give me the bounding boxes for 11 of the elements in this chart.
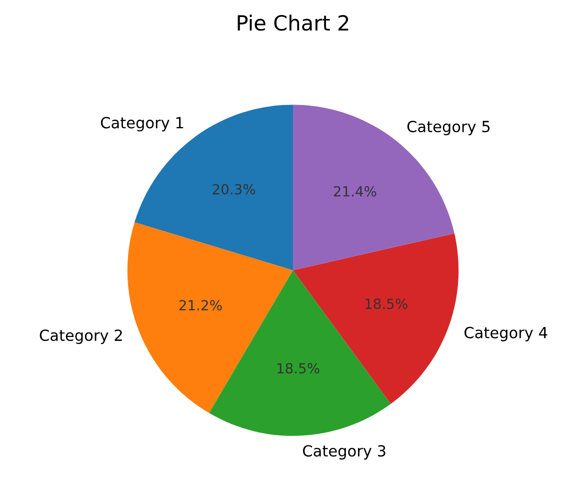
data-label: 18.5% [366,298,408,310]
slice-label: Category 3 [303,445,386,460]
slice-label: Category 2 [40,329,122,344]
slice-label: Category 4 [464,326,548,342]
data-label: 21.4% [334,186,376,197]
slice-label: Category 5 [407,120,490,136]
slice-label: Category 1 [100,116,184,132]
chart-title: Pie Chart 2 [238,14,348,31]
data-label: 18.5% [277,363,320,374]
data-label: 21.2% [179,300,222,310]
data-label: 20.3% [212,184,256,195]
